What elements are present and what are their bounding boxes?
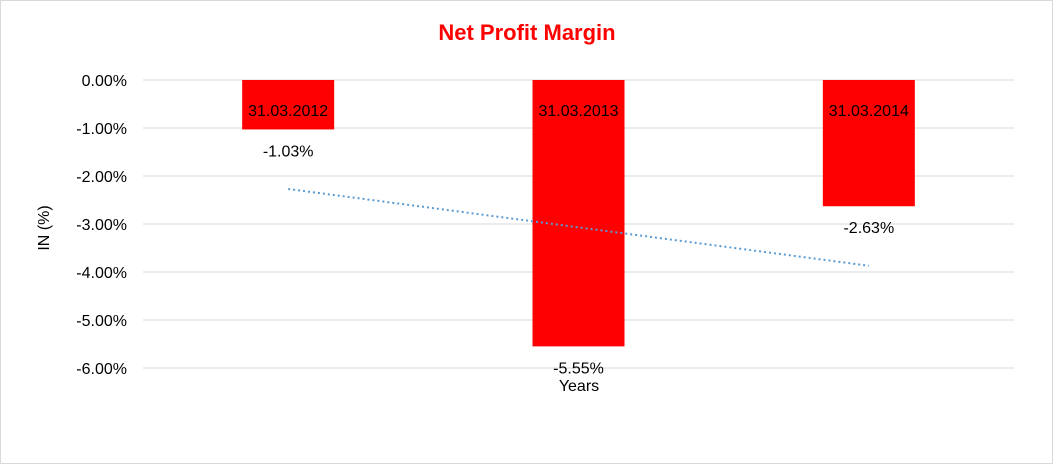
y-tick-label: -6.00% bbox=[76, 361, 127, 378]
category-label: 31.03.2012 bbox=[248, 103, 328, 120]
x-axis-label: Years bbox=[559, 378, 599, 395]
category-label: 31.03.2014 bbox=[829, 103, 909, 120]
bar bbox=[532, 80, 625, 347]
y-tick-label: -5.00% bbox=[76, 313, 127, 330]
y-tick-label: -2.00% bbox=[76, 169, 127, 186]
chart-title: Net Profit Margin bbox=[438, 20, 615, 45]
bar bbox=[242, 80, 335, 130]
y-tick-label: -1.00% bbox=[76, 121, 127, 138]
y-axis-ticks: 0.00% -1.00% -2.00% -3.00% -4.00% -5.00% -6.00… bbox=[76, 73, 127, 378]
y-tick-label: 0.00% bbox=[82, 73, 127, 90]
y-axis-label: IN (%) bbox=[36, 205, 53, 250]
bars bbox=[242, 80, 915, 347]
data-label: -5.55% bbox=[553, 360, 604, 377]
y-tick-label: -3.00% bbox=[76, 217, 127, 234]
labels: 31.03.2012 -1.03% 31.03.2013 -5.55% 31.03.20… bbox=[248, 103, 909, 377]
data-label: -1.03% bbox=[263, 143, 314, 160]
bar bbox=[822, 80, 915, 207]
category-label: 31.03.2013 bbox=[538, 103, 618, 120]
y-tick-label: -4.00% bbox=[76, 265, 127, 282]
data-label: -2.63% bbox=[843, 220, 894, 237]
